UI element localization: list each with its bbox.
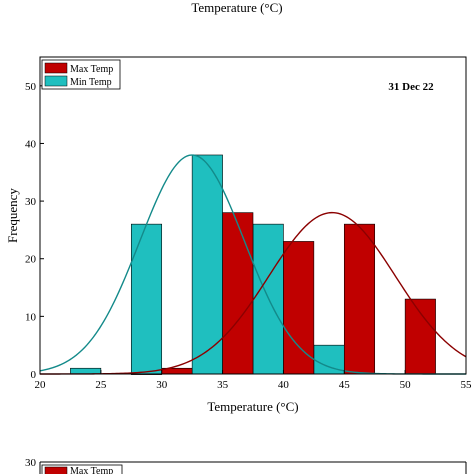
x-tick-label-5: 45 (339, 379, 351, 391)
x-tick-label-4: 40 (278, 379, 290, 391)
x-tick-label-6: 50 (400, 379, 412, 391)
date-annotation: 31 Dec 22 (388, 81, 434, 93)
x-tick-label-0: 20 (35, 379, 47, 391)
legend-label-max-temp: Max Temp (70, 64, 113, 75)
second-legend-swatch-max-temp (44, 466, 68, 474)
legend-swatch-min-temp (44, 75, 68, 87)
y-tick-label-2: 20 (25, 254, 37, 266)
top-chart-xlabel: Temperature (°C) (191, 0, 283, 15)
y-tick-label-5: 50 (25, 81, 37, 93)
y-tick-label-4: 40 (25, 138, 37, 150)
y-tick-label-3: 30 (25, 196, 37, 208)
y-tick-label-0: 0 (31, 369, 37, 381)
second-legend-label-max-temp: Max Temp (70, 466, 113, 474)
max-temp-bar-2 (222, 212, 254, 375)
second-chart-y-tick-label-0: 30 (25, 457, 37, 469)
legend-label-min-temp: Min Temp (70, 77, 112, 88)
legend-swatch-max-temp (44, 62, 68, 74)
x-tick-label-1: 25 (95, 379, 107, 391)
x-tick-label-3: 35 (217, 379, 229, 391)
max-temp-bar-5 (404, 298, 436, 375)
plot-frame (39, 56, 467, 375)
y-axis-title: Frequency (5, 188, 20, 243)
max-temp-bar-4 (343, 223, 376, 375)
min-temp-bar-1 (130, 223, 163, 375)
min-temp-bar-2 (191, 154, 223, 375)
second-legend-box (41, 464, 123, 474)
x-axis-title: Temperature (°C) (207, 399, 298, 414)
x-tick-label-7: 55 (461, 379, 473, 391)
x-tick-label-2: 30 (156, 379, 168, 391)
min-temp-bar-0 (70, 367, 102, 375)
max-temp-bar-3 (283, 241, 315, 375)
y-tick-label-1: 10 (25, 311, 37, 323)
